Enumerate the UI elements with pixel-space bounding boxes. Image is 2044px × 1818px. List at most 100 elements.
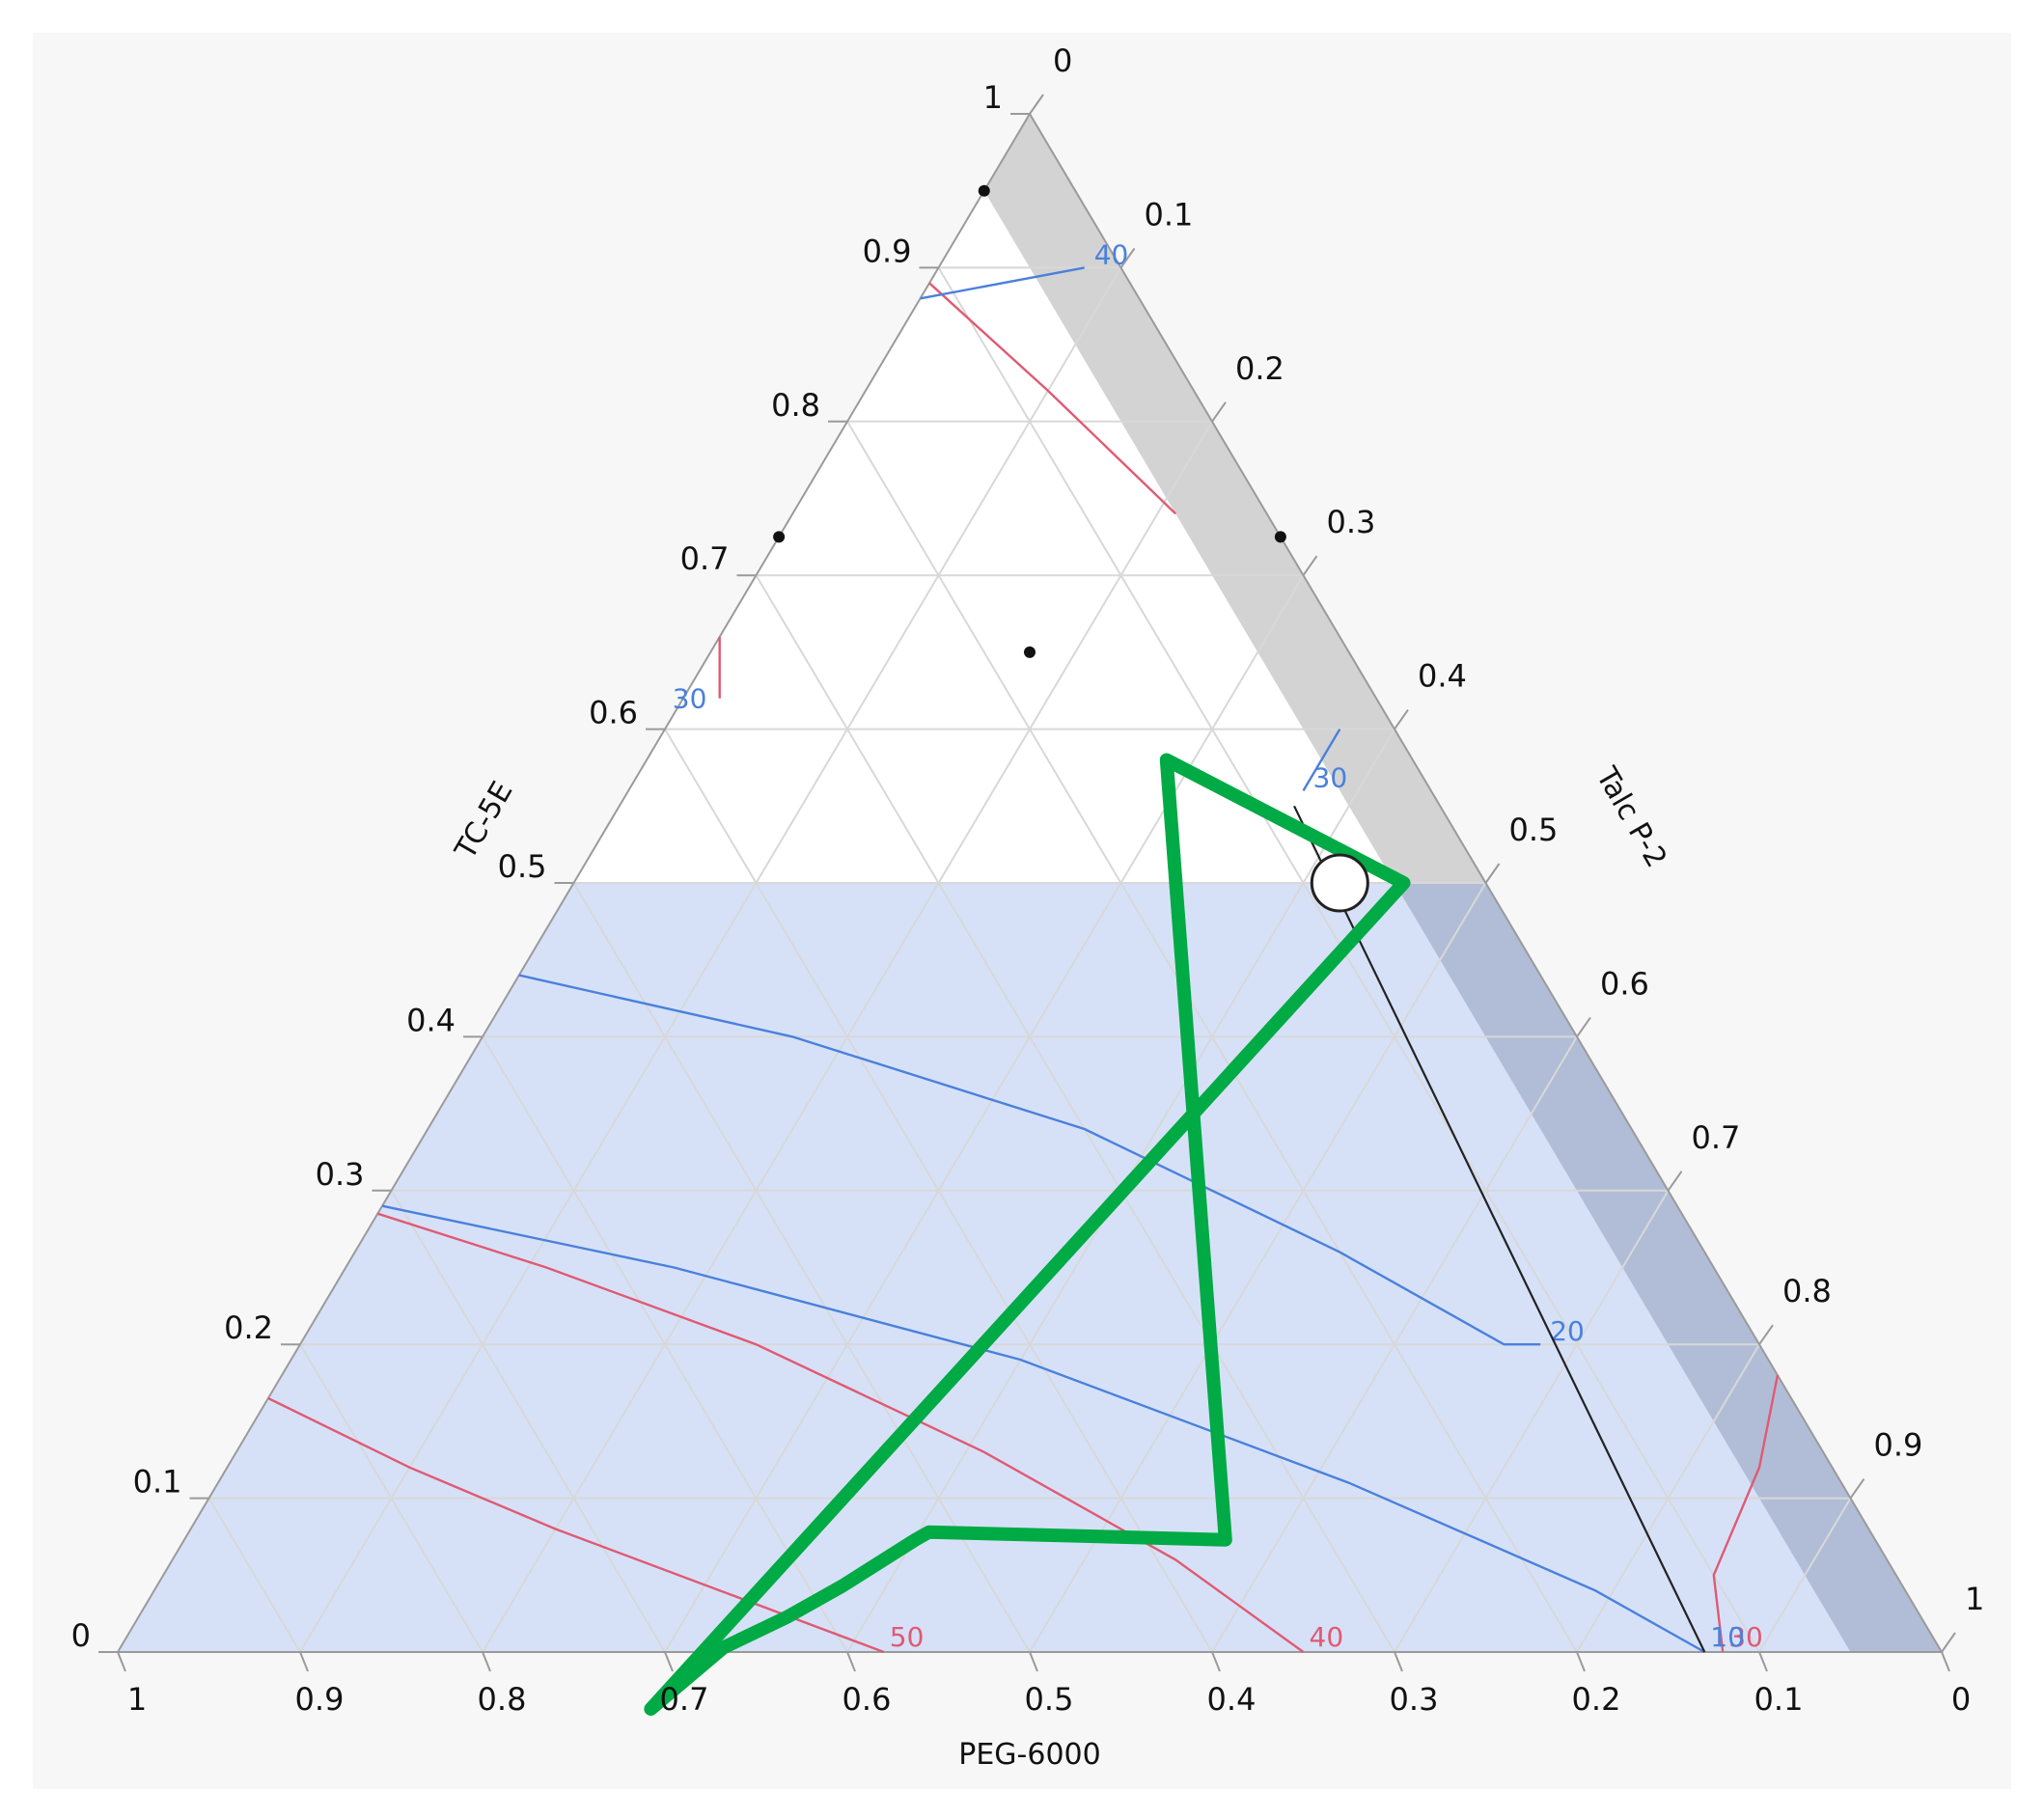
grid-line-talc <box>1394 1190 1670 1653</box>
grid-line-talc <box>1758 1498 1852 1653</box>
tick-label-left: 0.9 <box>863 233 912 269</box>
contour-line-red <box>267 1396 885 1654</box>
contour-label: 30 <box>673 683 707 715</box>
tick-label-right: 0.7 <box>1692 1119 1741 1156</box>
tick-label-bottom: 1 <box>127 1681 147 1718</box>
tick-mark-bottom <box>846 1651 856 1672</box>
design-point <box>773 531 786 543</box>
tick-label-left: 0.8 <box>771 387 820 424</box>
contour-line-blue <box>1302 728 1341 792</box>
axis-label-bottom: PEG-6000 <box>958 1738 1100 1772</box>
tick-mark-bottom <box>299 1651 309 1672</box>
excluded-overlap-band <box>1395 883 1942 1652</box>
tick-label-left: 0.4 <box>406 1002 456 1038</box>
tick-label-left: 0.6 <box>589 695 638 731</box>
design-space-outline <box>644 753 1411 1716</box>
tick-mark-right <box>1119 247 1136 268</box>
points-layer <box>773 184 1369 913</box>
contour-label: 40 <box>1310 1621 1344 1653</box>
tick-mark-bottom <box>1758 1651 1768 1672</box>
tick-mark-bottom <box>1576 1651 1586 1672</box>
contour-label: 30 <box>1313 761 1348 793</box>
tick-label-bottom: 0.9 <box>295 1681 345 1718</box>
contour-line-blue <box>518 974 1541 1346</box>
tick-label-right: 0.9 <box>1874 1427 1923 1464</box>
tick-label-right: 0.4 <box>1418 658 1467 695</box>
tick-label-right: 0.6 <box>1600 965 1649 1002</box>
tick-label-right: 0.8 <box>1782 1273 1832 1309</box>
tick-label-right: 0 <box>1053 42 1072 79</box>
tick-mark-bottom <box>664 1651 674 1672</box>
tick-label-right: 0.5 <box>1509 812 1559 848</box>
grid-line-peg <box>299 1343 483 1653</box>
tick-mark-right <box>1484 863 1501 884</box>
tick-mark-bottom <box>117 1651 126 1672</box>
tick-mark-bottom <box>1394 1651 1403 1672</box>
tick-mark-right <box>1394 709 1409 730</box>
current-point-handle[interactable] <box>1310 853 1369 913</box>
tick-mark-bottom <box>1211 1651 1221 1672</box>
tick-label-bottom: 0.2 <box>1572 1681 1621 1718</box>
tick-label-bottom: 0.5 <box>1025 1681 1074 1718</box>
design-point <box>978 184 990 197</box>
grid-line-peg <box>755 574 1395 1653</box>
tick-mark-right <box>1667 1171 1683 1192</box>
tick-label-bottom: 0.8 <box>478 1681 527 1718</box>
tick-mark-bottom <box>1029 1651 1038 1672</box>
contour-line-red <box>928 282 1177 515</box>
tick-label-left: 0.7 <box>680 540 730 577</box>
design-point <box>1024 646 1036 658</box>
tick-mark-right <box>1029 94 1044 115</box>
contour-label: 20 <box>1550 1315 1585 1347</box>
contour-label: 30 <box>1728 1621 1763 1653</box>
tick-label-right: 1 <box>1965 1581 1984 1617</box>
tick-mark-bottom <box>1941 1651 1950 1672</box>
tick-label-left: 0.2 <box>224 1309 273 1346</box>
contour-line-blue <box>381 1204 1705 1654</box>
tick-mark-right <box>1758 1324 1774 1345</box>
grid-line-peg <box>482 1035 848 1653</box>
tick-label-right: 0.2 <box>1235 350 1284 387</box>
grid-line-talc <box>1211 1035 1578 1653</box>
contour-line-red <box>1712 1374 1780 1653</box>
tick-mark-bottom <box>482 1651 491 1672</box>
excluded-band <box>983 114 1486 883</box>
tick-mark-right <box>1576 1016 1591 1037</box>
tick-label-right: 0.1 <box>1145 196 1194 233</box>
tick-label-left: 1 <box>983 79 1003 116</box>
grid-line-talc <box>1029 882 1487 1653</box>
reference-line <box>1293 805 1706 1653</box>
tick-label-bottom: 0 <box>1951 1681 1971 1718</box>
tick-label-right: 0.3 <box>1327 504 1376 540</box>
tick-label-bottom: 0.7 <box>660 1681 709 1718</box>
tick-mark-right <box>1211 401 1227 423</box>
design-point <box>1274 531 1286 543</box>
contour-line-red <box>376 1212 1305 1653</box>
tick-label-bottom: 0.1 <box>1754 1681 1804 1718</box>
tick-mark-right <box>1849 1478 1865 1500</box>
tick-mark-right <box>1941 1632 1956 1653</box>
contour-label: 50 <box>890 1621 925 1653</box>
grid-layer <box>207 266 1852 1653</box>
grid-line-talc <box>299 266 1122 1653</box>
tick-label-left: 0.3 <box>316 1156 365 1193</box>
tick-label-left: 0.5 <box>498 848 547 885</box>
grid-line-talc <box>1576 1343 1760 1653</box>
design-space-layer <box>644 753 1411 1716</box>
grid-line-peg <box>207 1498 301 1653</box>
tick-label-left: 0 <box>71 1617 91 1654</box>
tick-mark-right <box>1302 555 1318 576</box>
grid-line-talc <box>664 574 1305 1653</box>
tick-label-bottom: 0.6 <box>842 1681 892 1718</box>
grid-line-peg <box>937 266 1760 1653</box>
ticks-layer: 00.10.20.30.40.50.60.70.80.9100.10.20.30… <box>71 42 1985 1718</box>
shaded-region <box>118 883 1942 1652</box>
contour-label: 10 <box>1710 1621 1745 1653</box>
grid-line-peg <box>572 882 1031 1653</box>
contour-line-blue <box>920 266 1085 300</box>
tick-label-bottom: 0.4 <box>1207 1681 1257 1718</box>
tick-label-left: 0.1 <box>133 1464 182 1501</box>
